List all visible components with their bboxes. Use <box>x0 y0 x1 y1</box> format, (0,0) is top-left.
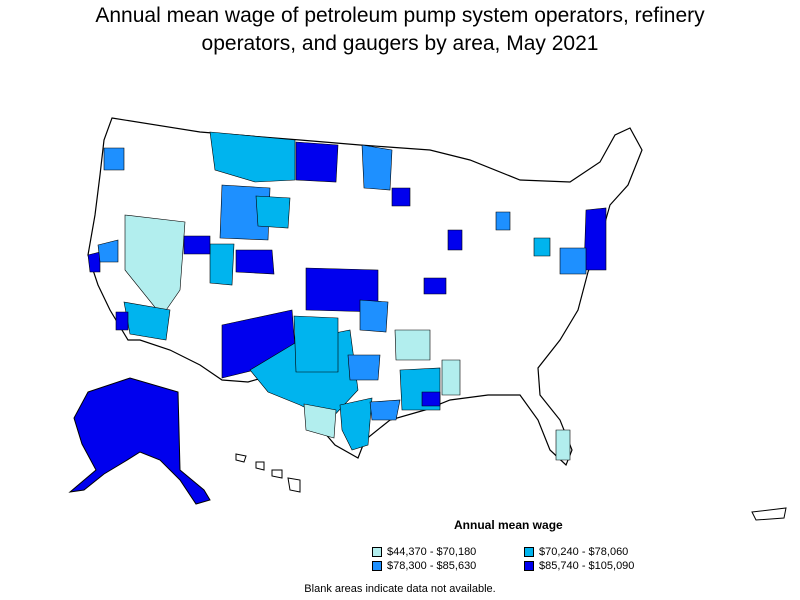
legend-item-4: $85,740 - $105,090 <box>524 560 634 572</box>
region-wyoming-east <box>255 195 291 229</box>
legend-item-2: $70,240 - $78,060 <box>524 546 628 558</box>
region-pennsylvania <box>559 247 587 275</box>
legend-label-3: $78,300 - $85,630 <box>387 560 477 572</box>
region-northeast-corridor <box>583 207 607 271</box>
region-florida-light <box>555 429 571 461</box>
region-bay-area <box>87 251 101 273</box>
region-idaho-dark <box>183 235 211 255</box>
region-wisconsin <box>391 187 411 207</box>
legend-swatch-1 <box>372 547 382 557</box>
region-minnesota <box>361 144 393 191</box>
region-utah-colorado-light <box>209 243 235 286</box>
region-oklahoma-ne <box>359 299 389 333</box>
region-california-central <box>97 239 119 263</box>
legend-swatch-3 <box>372 561 382 571</box>
region-ohio-light <box>533 237 551 257</box>
region-chicago <box>447 229 463 251</box>
region-baton-rouge <box>421 391 441 407</box>
area-regions <box>87 131 607 461</box>
region-colorado-dark <box>235 249 275 275</box>
region-washington <box>103 147 125 171</box>
legend-label-4: $85,740 - $105,090 <box>539 560 635 572</box>
legend-title: Annual mean wage <box>454 518 563 532</box>
region-st-louis <box>423 277 447 295</box>
legend-label-1: $44,370 - $70,180 <box>387 546 477 558</box>
region-arkansas-light <box>394 329 431 361</box>
legend-swatch-4 <box>524 561 534 571</box>
region-los-angeles <box>115 311 129 331</box>
region-texas-panhandle <box>293 315 339 373</box>
legend-item-3: $78,300 - $85,630 <box>372 560 476 572</box>
region-texas-south-light <box>303 403 337 439</box>
region-north-dakota <box>295 141 339 183</box>
legend-label-2: $70,240 - $78,060 <box>539 546 629 558</box>
puerto-rico <box>751 507 787 521</box>
legend-swatch-2 <box>524 547 534 557</box>
hawaii-islands <box>235 453 301 493</box>
region-montana <box>209 131 296 183</box>
map-title-line-2: operators, and gaugers by area, May 2021 <box>201 32 599 55</box>
map-title: Annual mean wage of petroleum pump syste… <box>0 2 800 58</box>
region-michigan-light <box>495 211 511 231</box>
footnote: Blank areas indicate data not available. <box>304 583 496 595</box>
region-nevada <box>124 214 186 317</box>
legend-item-1: $44,370 - $70,180 <box>372 546 476 558</box>
region-texas-east <box>347 354 381 381</box>
region-houston <box>369 399 401 421</box>
region-mississippi-light <box>441 359 461 396</box>
alaska-outline <box>68 377 211 505</box>
map-title-line-1: Annual mean wage of petroleum pump syste… <box>95 4 705 27</box>
region-texas-gulf <box>339 397 373 451</box>
